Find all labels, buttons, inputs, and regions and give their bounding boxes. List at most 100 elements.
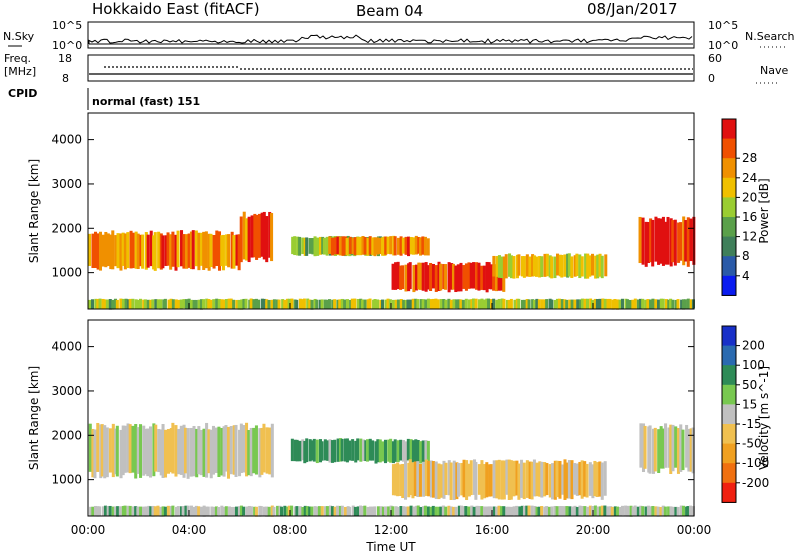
echo-cell [649,218,653,263]
echo-cell [548,298,552,309]
echo-cell [444,506,448,516]
echo-cell [588,505,592,517]
echo-cell [141,234,145,269]
echo-cell [363,236,367,255]
echo-cell [169,298,173,309]
echo-cell [270,299,274,309]
echo-cell [589,298,593,309]
echo-cell [572,463,577,495]
echo-cell [452,506,456,517]
echo-cell [429,262,433,291]
echo-cell [91,506,95,516]
colorbar-tick-label: -200 [742,476,769,490]
echo-cell [646,505,650,517]
echo-cell [482,506,486,516]
echo-cell [685,424,689,468]
echo-cell [457,299,461,309]
echo-cell [146,428,150,477]
echo-cell [525,254,529,277]
echo-cell [134,506,138,517]
echo-cell [118,506,122,517]
echo-cell [300,299,304,309]
echo-cell [641,506,645,516]
echo-cell [593,460,597,497]
echo-cell [258,428,262,478]
echo-cell [537,299,541,310]
echo-cell [359,237,363,255]
echo-cell [209,299,213,309]
echo-cell [327,299,331,309]
colorbar-swatch [722,365,736,386]
echo-cell [507,459,511,500]
echo-cell [237,299,241,310]
y-tick-label: 2000 [51,428,82,442]
echo-cell [200,232,204,266]
echo-cell [485,506,489,517]
echo-cell [351,439,355,461]
echo-cell [434,461,438,499]
echo-cell [333,299,337,309]
echo-cell [330,506,334,516]
echo-cell [166,505,170,517]
echo-cell [606,298,610,310]
echo-cell [267,299,271,310]
echo-cell [661,216,665,266]
echo-cell [465,460,469,501]
echo-region [639,423,695,474]
echo-cell [480,460,484,500]
echo-cell [245,506,249,517]
echo-cell [344,236,348,255]
echo-cell [423,505,427,517]
echo-cell [598,298,602,309]
echo-cell [679,505,683,517]
echo-cell [101,298,105,309]
echo-cell [535,298,539,309]
echo-cell [136,299,140,310]
echo-cell [242,425,246,473]
echo-cell [421,236,425,255]
echo-cell [154,424,158,472]
echo-cell [136,506,140,516]
echo-cell [384,236,388,255]
echo-cell [108,299,112,310]
echo-cell [528,461,532,499]
echo-cell [644,506,648,516]
echo-cell [115,299,119,310]
echo-cell [606,506,610,517]
echo-cell [502,506,506,516]
echo-cell [492,298,496,310]
echo-cell [88,299,92,309]
colorbar-tick-label: -100 [742,456,769,470]
echo-cell [166,428,171,474]
echo-cell [651,298,655,310]
echo-cell [553,505,557,517]
echo-cell [671,299,675,310]
colorbar-swatch [722,404,736,425]
echo-cell [404,299,408,310]
echo-cell [500,256,504,279]
echo-cell [89,506,93,517]
echo-cell [595,299,599,309]
echo-cell [412,506,416,516]
echo-cell [391,506,395,517]
echo-cell [414,439,418,462]
colorbar-swatch [722,384,736,405]
echo-cell [413,461,417,497]
echo-cell [285,298,289,310]
echo-cell [615,299,619,310]
echo-cell [424,262,428,292]
echo-cell [575,253,579,276]
nsky-label: N.Sky [3,30,35,43]
echo-cell [419,237,423,256]
echo-cell [326,440,330,461]
echo-cell [456,463,460,497]
beam-label: Beam 04 [356,2,423,20]
echo-cell [657,429,661,474]
echo-cell [119,298,123,309]
colorbar-swatch [722,177,736,198]
echo-cell [379,299,383,310]
echo-cell [290,438,294,462]
colorbar-tick-label: 16 [742,210,757,224]
echo-cell [368,236,372,255]
echo-cell [447,298,451,309]
